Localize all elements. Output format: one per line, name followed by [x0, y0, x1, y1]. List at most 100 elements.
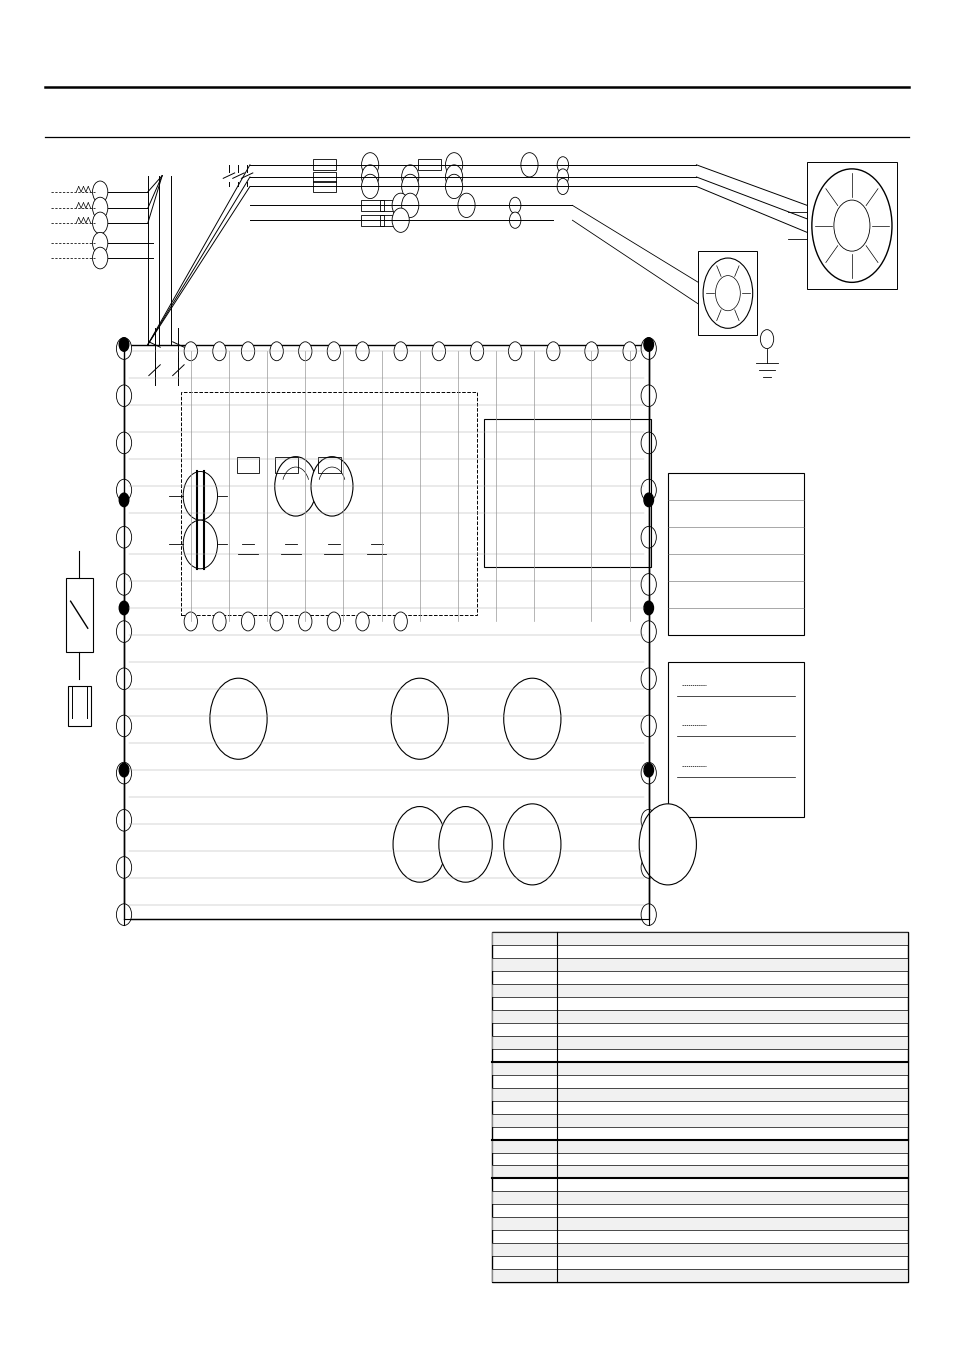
Circle shape: [640, 527, 656, 549]
Bar: [492, 932, 907, 1282]
Circle shape: [274, 457, 316, 516]
Circle shape: [457, 193, 475, 218]
Circle shape: [622, 342, 636, 361]
Circle shape: [833, 200, 869, 251]
Circle shape: [640, 715, 656, 736]
Circle shape: [520, 153, 537, 177]
Bar: [492, 1192, 907, 1204]
Circle shape: [298, 612, 312, 631]
Circle shape: [584, 342, 598, 361]
Circle shape: [508, 342, 521, 361]
Circle shape: [119, 601, 129, 615]
Bar: [492, 1062, 907, 1075]
Bar: [360, 200, 383, 211]
Circle shape: [183, 471, 217, 520]
Bar: [181, 392, 476, 615]
Bar: [492, 1139, 907, 1152]
Circle shape: [509, 212, 520, 228]
Bar: [124, 345, 648, 919]
Circle shape: [640, 432, 656, 454]
Circle shape: [640, 574, 656, 596]
Circle shape: [116, 762, 132, 784]
Circle shape: [643, 601, 653, 615]
Circle shape: [116, 527, 132, 549]
Bar: [492, 1217, 907, 1231]
Bar: [698, 251, 757, 335]
Circle shape: [401, 193, 418, 218]
Bar: [313, 159, 335, 170]
Circle shape: [503, 804, 560, 885]
Circle shape: [116, 338, 132, 359]
Circle shape: [640, 621, 656, 643]
Circle shape: [438, 807, 492, 882]
Circle shape: [640, 480, 656, 501]
Circle shape: [116, 621, 132, 643]
Bar: [236, 457, 259, 473]
Bar: [274, 457, 297, 473]
Circle shape: [116, 809, 132, 831]
Circle shape: [393, 807, 446, 882]
Circle shape: [643, 763, 653, 777]
Circle shape: [391, 678, 448, 759]
Bar: [360, 215, 383, 226]
Bar: [667, 473, 803, 635]
Bar: [806, 162, 896, 289]
Bar: [667, 662, 803, 817]
Circle shape: [811, 169, 891, 282]
Circle shape: [401, 174, 418, 199]
Circle shape: [116, 480, 132, 501]
Circle shape: [557, 157, 568, 173]
Bar: [379, 215, 402, 226]
Circle shape: [184, 342, 197, 361]
Bar: [492, 1088, 907, 1101]
Circle shape: [298, 342, 312, 361]
Bar: [313, 181, 335, 192]
Bar: [317, 457, 340, 473]
Circle shape: [509, 197, 520, 213]
Circle shape: [392, 193, 409, 218]
Circle shape: [640, 385, 656, 407]
Circle shape: [92, 247, 108, 269]
Circle shape: [116, 385, 132, 407]
Circle shape: [503, 678, 560, 759]
Bar: [483, 419, 650, 567]
Circle shape: [92, 181, 108, 203]
Bar: [379, 200, 402, 211]
Circle shape: [116, 857, 132, 878]
Bar: [492, 1113, 907, 1127]
Circle shape: [355, 612, 369, 631]
Circle shape: [119, 493, 129, 507]
Bar: [66, 578, 92, 653]
Circle shape: [445, 153, 462, 177]
Bar: [492, 1036, 907, 1048]
Circle shape: [116, 715, 132, 736]
Circle shape: [394, 342, 407, 361]
Circle shape: [119, 338, 129, 351]
Circle shape: [640, 667, 656, 689]
Bar: [68, 685, 91, 727]
Bar: [492, 1011, 907, 1023]
Circle shape: [640, 904, 656, 925]
Circle shape: [116, 574, 132, 596]
Circle shape: [445, 165, 462, 189]
Circle shape: [643, 493, 653, 507]
Circle shape: [640, 338, 656, 359]
Circle shape: [546, 342, 559, 361]
Circle shape: [401, 165, 418, 189]
Circle shape: [116, 667, 132, 689]
Circle shape: [116, 904, 132, 925]
Circle shape: [640, 762, 656, 784]
Bar: [492, 1166, 907, 1178]
Circle shape: [116, 432, 132, 454]
Circle shape: [702, 258, 752, 328]
Circle shape: [715, 276, 740, 311]
Circle shape: [394, 612, 407, 631]
Circle shape: [311, 457, 353, 516]
Circle shape: [361, 153, 378, 177]
Bar: [492, 932, 907, 946]
Circle shape: [361, 165, 378, 189]
Circle shape: [270, 612, 283, 631]
Bar: [492, 958, 907, 971]
Circle shape: [361, 174, 378, 199]
Circle shape: [470, 342, 483, 361]
